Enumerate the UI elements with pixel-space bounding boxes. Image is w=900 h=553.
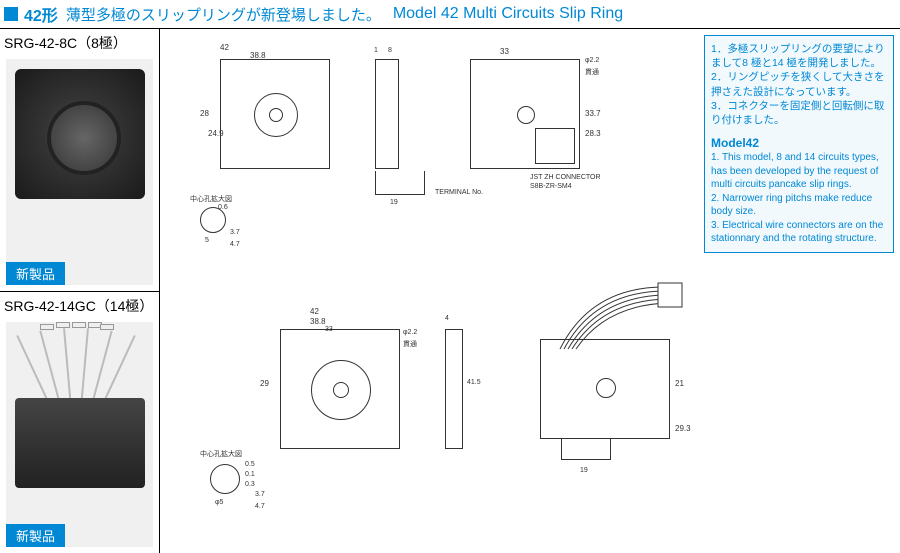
dim-label: 0.3 [245,481,255,488]
info-panel: 1．多極スリップリングの要望によりまして8 極と14 極を開発しました。 2．リ… [704,35,894,253]
header-jp-title: 42形 [24,2,58,26]
dim-label: 貫通 [585,67,599,77]
page-header: 42形 薄型多極のスリップリングが新登場しました。 Model 42 Multi… [0,0,900,29]
dim-label: φ5 [215,499,223,506]
product-image-14gc [6,322,153,548]
dim-label: 41.5 [467,379,481,386]
dim-label: φ2.2 [585,57,599,64]
drawing-bottom-side [445,329,463,449]
dim-label: 38.8 [310,317,326,326]
drawings-area: 42 38.8 28 24.9 中心孔拡大図 0.6 5 3.7 4.7 1 8… [160,29,900,553]
dim-label: 4.7 [230,241,240,248]
product-box-8c: SRG-42-8C（8極） 新製品 [0,29,159,292]
product-image-8c [6,59,153,285]
info-jp-item: 2．リングピッチを狭くして大きさを押さえた設計になっています。 [711,70,887,98]
dim-label: 33 [500,47,509,56]
header-square-icon [4,7,18,21]
info-en-item: 1. This model, 8 and 14 circuits types, [711,151,887,165]
dim-label: 貫通 [403,339,417,349]
drawing-top-rear [470,59,580,169]
dim-label: 0.5 [245,461,255,468]
slip-ring-14gc-render [10,328,150,488]
info-en-title: Model42 [711,135,887,151]
dim-label: 33.7 [585,109,601,118]
dim-label: 33 [325,326,333,333]
product-label: SRG-42-14GC（14極） [4,296,155,316]
product-label: SRG-42-8C（8極） [4,33,155,53]
product-sidebar: SRG-42-8C（8極） 新製品 SRG-42-14GC（14極） [0,29,160,553]
terminal-label: TERMINAL No. [435,189,483,196]
slip-ring-8c-render [15,69,145,199]
dim-label: 28 [200,109,209,118]
drawing-top-side [375,59,399,169]
dim-label: 29.3 [675,424,691,433]
dim-label: 42 [310,307,319,316]
dim-label: 4 [445,315,449,322]
product-box-14gc: SRG-42-14GC（14極） [0,292,159,553]
detail-label: 中心孔拡大図 [190,194,232,204]
drawing-terminal [375,171,425,195]
dim-label: 1 [374,47,378,54]
wire-bundle-icon [550,279,710,359]
wires-icon [40,328,120,408]
dim-label: 21 [675,379,684,388]
info-en-item: 3. Electrical wire connectors are on the… [711,219,887,246]
dim-label: 28.3 [585,129,601,138]
connector-part: S8B-ZR-SM4 [530,183,572,190]
info-jp-item: 3．コネクターを固定側と回転側に取り付けました。 [711,99,887,127]
drawing-bottom-front [280,329,400,449]
dim-label: 0.6 [218,204,228,211]
new-product-badge: 新製品 [6,524,65,547]
dim-label: 29 [260,379,269,388]
slip-ring-base [15,398,145,488]
dim-label: 3.7 [255,491,265,498]
info-jp-list: 1．多極スリップリングの要望によりまして8 極と14 極を開発しました。 2．リ… [711,42,887,127]
info-jp-item: 1．多極スリップリングの要望によりまして8 極と14 極を開発しました。 [711,42,887,70]
info-en-item: has been developed by the request of mul… [711,165,887,192]
dim-label: 19 [580,467,588,474]
dim-label: φ2.2 [403,329,417,336]
dim-label: 8 [388,47,392,54]
main-area: SRG-42-8C（8極） 新製品 SRG-42-14GC（14極） [0,29,900,553]
new-product-badge: 新製品 [6,262,65,285]
dim-label: 24.9 [208,129,224,138]
dim-label: 38.8 [250,51,266,60]
dim-label: 3.7 [230,229,240,236]
dim-label: 0.1 [245,471,255,478]
detail-label: 中心孔拡大図 [200,449,242,459]
info-en-list: 1. This model, 8 and 14 circuits types, … [711,151,887,246]
info-en-item: 2. Narrower ring pitchs make reduce body… [711,192,887,219]
header-en-title: Model 42 Multi Circuits Slip Ring [393,5,623,23]
dim-label: 42 [220,43,229,52]
dim-label: 19 [390,199,398,206]
header-jp-subtitle: 薄型多極のスリップリングが新登場しました。 [66,4,381,25]
drawing-top-front [220,59,330,169]
dim-label: 5 [205,237,209,244]
connector-label: JST ZH CONNECTOR [530,174,640,181]
dim-label: 4.7 [255,503,265,510]
